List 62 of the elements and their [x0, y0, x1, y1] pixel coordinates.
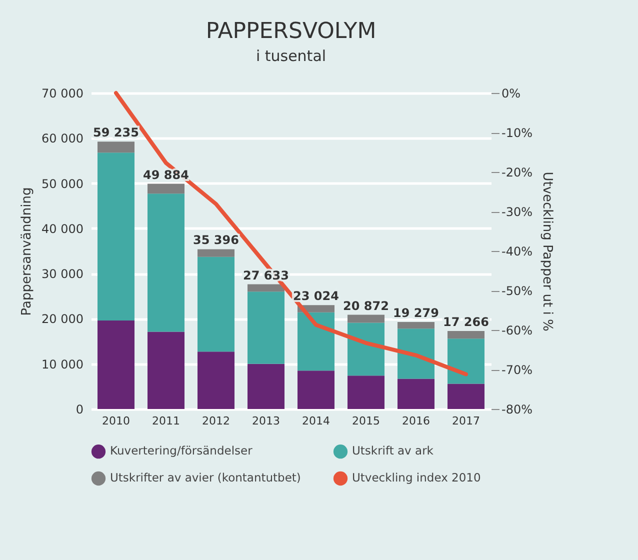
x-tick-label: 2011 — [152, 414, 180, 428]
x-tick-label: 2015 — [352, 414, 380, 428]
bar — [148, 332, 184, 409]
y2-tick-label: 0% — [502, 86, 521, 100]
bar — [98, 142, 134, 153]
bar — [448, 384, 484, 409]
total-label: 59 235 — [93, 126, 139, 140]
y-tick-label: 0 — [76, 402, 84, 416]
y-tick-label: 60 000 — [42, 132, 84, 146]
chart-title: PAPPERSVOLYM — [206, 19, 376, 44]
y2-tick-label: -80% — [502, 402, 533, 416]
x-tick-label: 2012 — [202, 414, 230, 428]
y-tick-label: 70 000 — [42, 86, 84, 100]
bar — [148, 194, 184, 332]
bar — [248, 364, 284, 409]
bar — [148, 184, 184, 194]
y-tick-label: 30 000 — [42, 267, 84, 282]
total-label: 35 396 — [193, 233, 239, 248]
x-tick-label: 2016 — [402, 414, 430, 428]
total-label: 19 279 — [393, 306, 439, 320]
bar — [248, 292, 284, 364]
bar — [198, 256, 234, 352]
bar — [198, 249, 234, 257]
y-axis-title: Pappersanvändning — [20, 187, 35, 316]
y2-tick-label: -30% — [502, 205, 533, 219]
bar — [398, 378, 434, 409]
x-tick-label: 2013 — [252, 414, 280, 428]
x-tick-label: 2014 — [302, 414, 330, 428]
bar — [448, 338, 484, 384]
bar — [98, 320, 134, 409]
bar — [398, 328, 434, 379]
bar — [348, 322, 384, 376]
bar — [348, 376, 384, 409]
y2-tick-label: -50% — [502, 284, 533, 298]
legend-label: Utveckling index 2010 — [352, 470, 481, 484]
y2-axis-title: Utveckling Papper ut i % — [540, 172, 554, 332]
bar — [448, 331, 484, 339]
y2-tick-label: -20% — [502, 166, 533, 180]
bar — [298, 312, 334, 371]
total-label: 23 024 — [293, 289, 339, 304]
legend-label: Utskrifter av avier (kontantutbet) — [110, 470, 301, 484]
bar — [298, 370, 334, 409]
legend-label: Kuvertering/försändelser — [110, 444, 253, 458]
y-tick-label: 50 000 — [42, 176, 84, 191]
y-tick-label: 40 000 — [42, 222, 84, 236]
total-label: 17 266 — [443, 315, 489, 330]
y2-tick-label: -60% — [502, 324, 533, 338]
total-label: 20 872 — [343, 298, 389, 313]
bar — [398, 322, 434, 329]
y2-tick-label: -70% — [502, 363, 533, 377]
y2-tick-label: -40% — [502, 244, 533, 258]
bar — [98, 152, 134, 321]
bar — [348, 314, 384, 323]
x-tick-label: 2017 — [452, 414, 480, 428]
y2-tick-label: -10% — [502, 126, 533, 140]
y-tick-label: 20 000 — [42, 312, 84, 326]
bar — [248, 284, 284, 292]
chart-subtitle: i tusental — [256, 47, 326, 65]
y-tick-label: 10 000 — [42, 357, 84, 372]
bar — [198, 352, 234, 409]
x-tick-label: 2010 — [102, 414, 130, 428]
legend-label: Utskrift av ark — [352, 444, 434, 458]
